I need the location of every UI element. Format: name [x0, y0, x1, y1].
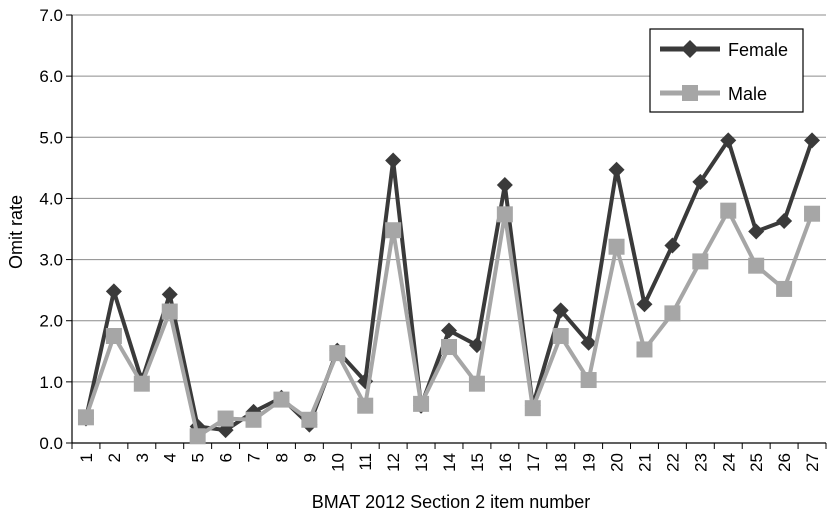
y-tick-label: 4.0 [39, 189, 63, 208]
data-point-male [329, 345, 346, 362]
data-point-male [776, 280, 793, 297]
data-point-male [468, 375, 485, 392]
data-point-male [636, 341, 653, 358]
data-point-female [636, 296, 653, 313]
data-point-male [552, 328, 569, 344]
x-tick-label: 18 [552, 453, 571, 472]
x-tick-label: 11 [356, 453, 375, 471]
data-point-female [441, 322, 457, 339]
x-tick-label: 3 [133, 453, 152, 462]
data-point-male [245, 411, 262, 428]
data-point-male [105, 328, 122, 344]
gridlines [72, 14, 826, 383]
x-tick-label: 19 [580, 453, 599, 472]
x-tick-label: 15 [468, 453, 487, 472]
data-point-male [301, 411, 318, 428]
legend-label-female: Female [728, 40, 788, 60]
data-point-female [720, 132, 737, 149]
x-axis-title: BMAT 2012 Section 2 item number [312, 492, 590, 512]
data-point-female [552, 302, 569, 319]
data-point-male [720, 202, 737, 219]
legend-label-male: Male [728, 84, 767, 104]
data-point-male [580, 372, 597, 389]
y-tick-label: 2.0 [39, 312, 63, 331]
x-tick-label: 26 [775, 453, 794, 472]
data-point-male [748, 257, 765, 274]
data-point-male [692, 253, 709, 270]
data-point-male [385, 222, 402, 239]
data-point-male [664, 305, 681, 322]
legend-entry-male: Male [660, 84, 767, 104]
data-point-male [608, 238, 625, 255]
data-point-female [385, 152, 402, 169]
x-tick-label: 13 [412, 453, 431, 472]
y-tick-label: 1.0 [39, 373, 63, 392]
data-point-male [133, 375, 150, 392]
x-tick-label: 6 [217, 453, 236, 462]
y-tick-labels: 0.0 1.0 2.0 3.0 4.0 5.0 6.0 7.0 [39, 6, 63, 453]
data-point-male [273, 391, 290, 408]
y-tick-label: 3.0 [39, 251, 63, 270]
x-tick-label: 7 [245, 453, 264, 462]
x-tick-label: 22 [663, 453, 682, 472]
x-tick-label: 10 [328, 453, 347, 472]
data-point-male [161, 303, 178, 320]
data-point-male [804, 205, 821, 222]
x-tick-label: 20 [608, 453, 627, 472]
data-point-male [496, 206, 513, 223]
y-tick-label: 5.0 [39, 128, 63, 147]
series-male [77, 202, 821, 445]
x-tick-label: 27 [803, 453, 822, 472]
data-point-female [664, 237, 681, 254]
legend-marker-male [682, 85, 698, 101]
x-tick-label: 8 [272, 453, 291, 462]
series [77, 132, 821, 445]
data-point-female [580, 334, 597, 351]
legend-entry-female: Female [660, 40, 788, 60]
data-point-female [161, 286, 178, 303]
data-point-female [692, 173, 709, 190]
x-tick-label: 24 [719, 453, 738, 472]
x-tick-label: 23 [691, 453, 710, 472]
data-point-female [776, 213, 793, 230]
data-point-male [441, 339, 457, 356]
data-point-female [608, 161, 625, 178]
data-point-female [804, 132, 821, 149]
y-tick-label: 7.0 [39, 6, 63, 25]
x-tick-label: 14 [440, 453, 459, 472]
legend: Female Male [649, 28, 804, 113]
legend-marker-female [681, 40, 699, 58]
x-tick-label: 9 [300, 453, 319, 462]
data-point-female [748, 223, 765, 240]
y-tick-label: 6.0 [39, 67, 63, 86]
data-point-male [357, 397, 374, 414]
data-point-male [524, 400, 541, 417]
x-tick-label: 17 [524, 453, 543, 472]
x-tick-label: 4 [161, 453, 180, 462]
x-tick-labels: 1 2 3 4 5 6 7 8 9 10 11 12 13 14 15 16 17 18 19 20 21 22 23 24 2… [77, 453, 822, 472]
y-tick-label: 0.0 [39, 434, 63, 453]
x-tick-label: 16 [496, 453, 515, 472]
data-point-male [217, 410, 234, 427]
x-tick-label: 21 [635, 453, 654, 472]
data-point-male [77, 409, 94, 426]
y-axis-title: Omit rate [6, 195, 26, 269]
data-point-male [189, 428, 206, 445]
x-tick-label: 5 [189, 453, 208, 462]
x-tick-label: 12 [384, 453, 403, 472]
data-point-female [105, 283, 122, 300]
x-tick-label: 25 [747, 453, 766, 472]
data-point-male [413, 395, 430, 412]
x-tick-label: 2 [105, 453, 124, 462]
legend-box [649, 28, 804, 113]
x-tick-label: 1 [77, 453, 96, 462]
data-point-female [496, 176, 513, 193]
